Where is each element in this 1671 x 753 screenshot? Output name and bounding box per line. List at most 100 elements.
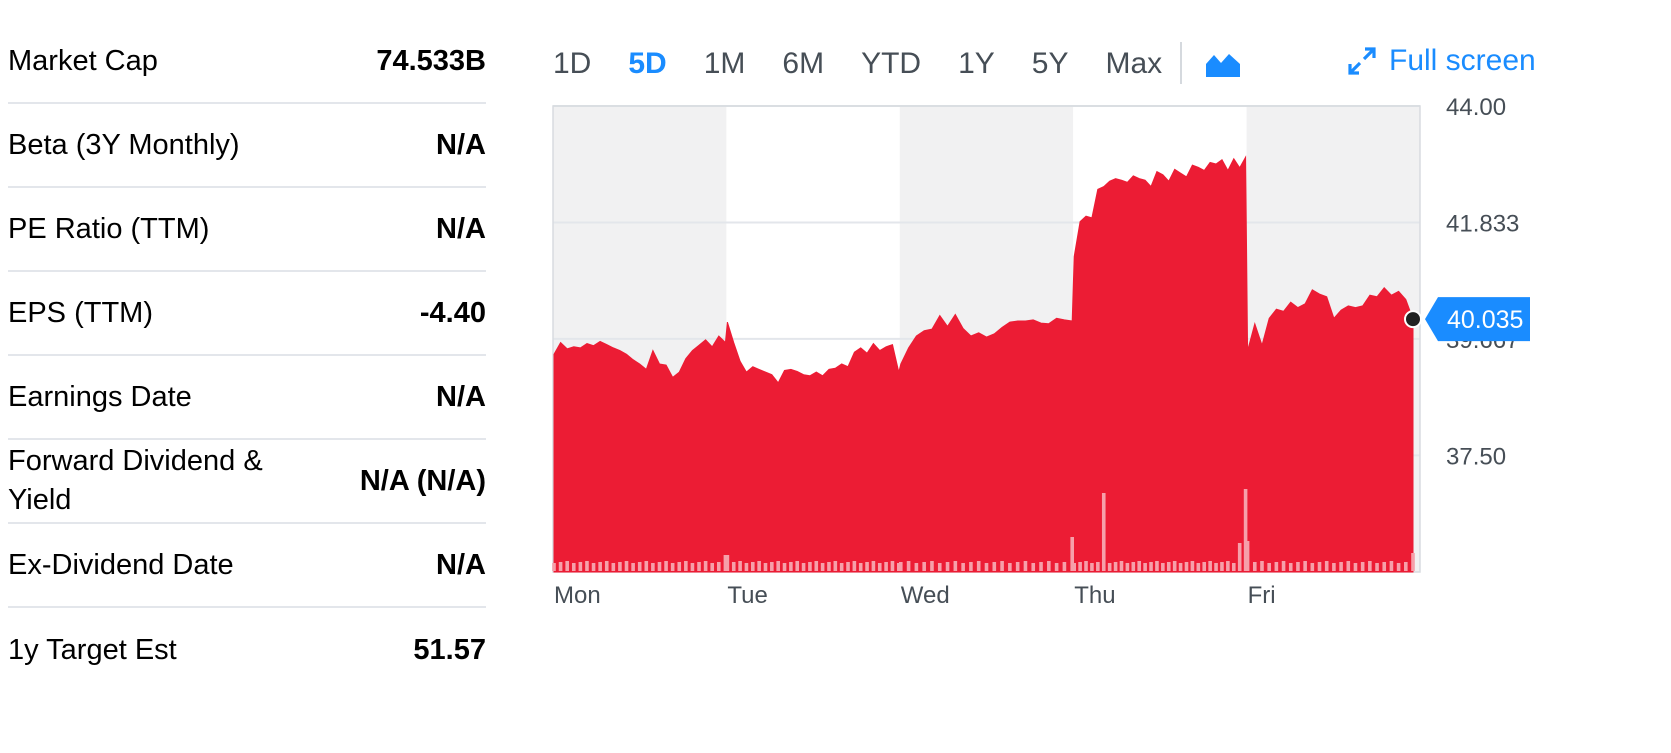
- range-tab-5y[interactable]: 5Y: [1031, 47, 1069, 80]
- volume-bar: [1015, 562, 1020, 571]
- volume-bar: [1296, 562, 1300, 571]
- stat-label: Market Cap: [8, 44, 158, 77]
- volume-bar: [571, 563, 576, 571]
- volume-bar: [1054, 563, 1059, 571]
- volume-bar: [1196, 563, 1201, 571]
- y-tick-label: 37.50: [1446, 443, 1506, 470]
- volume-bar: [899, 562, 903, 571]
- volume-bar: [738, 561, 742, 571]
- volume-bar: [1078, 562, 1082, 571]
- volume-bar: [884, 562, 888, 571]
- volume-bar: [1096, 562, 1100, 571]
- volume-bar: [1220, 562, 1224, 571]
- volume-bar: [969, 562, 973, 571]
- range-tab-5d[interactable]: 5D: [628, 47, 667, 80]
- volume-bar: [670, 563, 675, 571]
- stat-row: PE Ratio (TTM) N/A: [8, 188, 486, 272]
- volume-bar: [1368, 561, 1372, 571]
- x-tick-label: Thu: [1074, 582, 1115, 609]
- volume-bar: [690, 563, 695, 571]
- volume-bar: [1375, 563, 1379, 571]
- volume-bar: [1332, 563, 1336, 571]
- volume-bar: [1360, 562, 1365, 571]
- expand-arrows-icon: [1348, 47, 1376, 75]
- volume-bar: [808, 562, 812, 571]
- mountain-chart-icon[interactable]: [1205, 50, 1241, 78]
- volume-bar: [1023, 561, 1028, 571]
- volume-bar: [1411, 553, 1415, 571]
- range-tab-1m[interactable]: 1M: [703, 47, 746, 80]
- stat-value: 51.57: [413, 633, 486, 666]
- volume-bar: [858, 563, 863, 571]
- volume-bar: [1143, 563, 1147, 571]
- volume-bar: [1260, 561, 1264, 571]
- stat-label: Ex-Dividend Date: [8, 548, 234, 581]
- volume-bar: [1113, 562, 1118, 571]
- stat-value: 74.533B: [376, 44, 486, 77]
- tab-divider: [1180, 42, 1182, 84]
- range-tab-max[interactable]: Max: [1105, 47, 1163, 80]
- volume-bar: [1072, 563, 1076, 571]
- stat-value: N/A (N/A): [359, 464, 486, 497]
- volume-bar: [677, 562, 682, 571]
- volume-bar: [871, 561, 876, 571]
- range-tabs: 1D 5D 1M 6M YTD 1Y 5Y Max: [553, 40, 1199, 88]
- range-tab-1y[interactable]: 1Y: [958, 47, 995, 80]
- volume-bar: [611, 563, 616, 571]
- volume-bar: [1047, 561, 1051, 571]
- volume-bar: [631, 563, 635, 571]
- range-tab-ytd[interactable]: YTD: [861, 47, 922, 80]
- volume-bar: [703, 561, 708, 571]
- fullscreen-label: Full screen: [1389, 44, 1536, 77]
- volume-bar: [906, 561, 911, 571]
- price-area: [553, 155, 1414, 573]
- volume-bar: [1317, 562, 1322, 571]
- volume-bar: [1353, 563, 1358, 571]
- stat-value: N/A: [436, 212, 486, 245]
- volume-bar: [731, 562, 736, 571]
- volume-bar: [1202, 562, 1207, 571]
- volume-bar: [1214, 563, 1218, 571]
- volume-bar: [1346, 561, 1351, 571]
- volume-bar: [1310, 563, 1315, 571]
- volume-bar: [1101, 493, 1106, 571]
- stat-label: Forward Dividend & Yield: [8, 445, 263, 516]
- volume-bar: [795, 561, 800, 571]
- volume-bar: [1184, 562, 1189, 571]
- volume-bar: [552, 563, 556, 571]
- volume-bar: [618, 562, 622, 571]
- volume-bar: [1084, 561, 1088, 571]
- volume-bar: [723, 555, 728, 571]
- volume-bar: [1396, 563, 1401, 571]
- volume-bar: [1131, 562, 1136, 571]
- stat-row: Beta (3Y Monthly) N/A: [8, 104, 486, 188]
- stat-row: Ex-Dividend Date N/A: [8, 524, 486, 608]
- volume-bar: [1245, 541, 1250, 571]
- stat-label: Beta (3Y Monthly): [8, 128, 240, 161]
- volume-bar: [814, 561, 819, 571]
- stat-value: N/A: [436, 380, 486, 413]
- x-tick-label: Fri: [1248, 582, 1276, 609]
- volume-bar: [1226, 561, 1230, 571]
- volume-bar: [1404, 562, 1408, 571]
- range-tab-1d[interactable]: 1D: [553, 47, 592, 80]
- volume-bar: [1000, 561, 1004, 571]
- stat-row: Market Cap 74.533B: [8, 20, 486, 104]
- fullscreen-button[interactable]: Full screen: [1347, 44, 1536, 78]
- volume-bar: [1243, 489, 1248, 571]
- volume-bar: [852, 561, 857, 571]
- range-tab-6m[interactable]: 6M: [782, 47, 825, 80]
- volume-bar: [1237, 543, 1242, 571]
- stat-row: EPS (TTM) -4.40: [8, 272, 486, 356]
- volume-bar: [1389, 561, 1394, 571]
- volume-bar: [937, 563, 942, 571]
- volume-bar: [1155, 561, 1159, 571]
- volume-bar: [1172, 561, 1177, 571]
- stat-label: PE Ratio (TTM): [8, 212, 210, 245]
- volume-bar: [820, 563, 825, 571]
- x-tick-label: Mon: [554, 582, 601, 609]
- volume-bar: [877, 563, 882, 571]
- volume-bar: [1208, 561, 1212, 571]
- volume-bar: [1090, 563, 1094, 571]
